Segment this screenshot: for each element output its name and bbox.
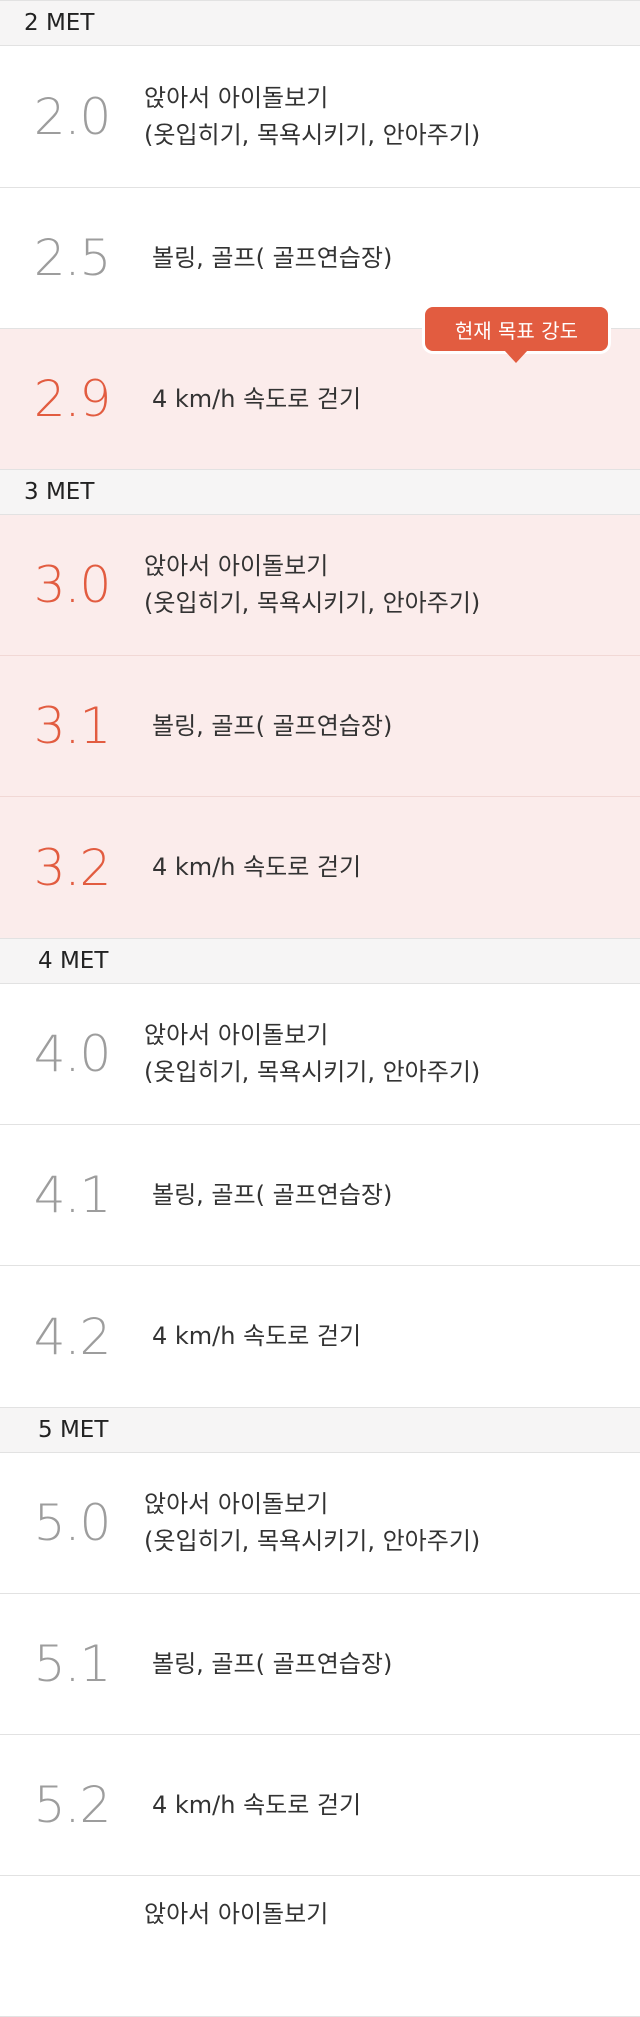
met-row[interactable]: 5.2 4 km/h 속도로 걷기 — [0, 1735, 640, 1876]
activity-description: 4 km/h 속도로 걷기 — [144, 849, 361, 886]
met-row[interactable]: 3.1 볼링, 골프( 골프연습장) — [0, 656, 640, 797]
section-header-label: 4 MET — [38, 948, 109, 974]
met-row-current-target[interactable]: 현재 목표 강도 2.9 4 km/h 속도로 걷기 — [0, 307, 640, 469]
activity-line: 볼링, 골프( 골프연습장) — [152, 243, 393, 272]
activity-description: 앉아서 아이돌보기 (옷입히기, 목욕시키기, 안아주기) — [144, 1486, 480, 1560]
met-value: 5.1 — [33, 1635, 112, 1693]
activity-line: 볼링, 골프( 골프연습장) — [152, 711, 393, 740]
section-header-2-met: 2 MET — [0, 0, 640, 46]
met-value: 4.1 — [33, 1166, 112, 1224]
activity-description: 볼링, 골프( 골프연습장) — [144, 708, 392, 745]
activity-description: 앉아서 아이돌보기 (옷입히기, 목욕시키기, 안아주기) — [144, 80, 480, 154]
activity-line: (옷입히기, 목욕시키기, 안아주기) — [144, 589, 481, 617]
met-row[interactable]: 5.0 앉아서 아이돌보기 (옷입히기, 목욕시키기, 안아주기) — [0, 1453, 640, 1594]
activity-description: 볼링, 골프( 골프연습장) — [144, 1646, 392, 1683]
met-row[interactable]: 3.0 앉아서 아이돌보기 (옷입히기, 목욕시키기, 안아주기) — [0, 515, 640, 656]
activity-line: (옷입히기, 목욕시키기, 안아주기) — [144, 120, 481, 149]
section-header-5-met: 5 MET — [0, 1407, 640, 1453]
activity-line: (옷입히기, 목욕시키기, 안아주기) — [144, 1058, 481, 1086]
activity-line: 앉아서 아이돌보기 — [144, 1490, 329, 1518]
met-row[interactable]: 4.1 볼링, 골프( 골프연습장) — [0, 1125, 640, 1266]
activity-description: 앉아서 아이돌보기 — [144, 1876, 328, 1933]
met-row[interactable]: 5.1 볼링, 골프( 골프연습장) — [0, 1594, 640, 1735]
activity-line: 앉아서 아이돌보기 — [144, 83, 329, 112]
section-header-label: 5 MET — [38, 1417, 109, 1443]
activity-line: 앉아서 아이돌보기 — [144, 1900, 329, 1928]
activity-line: 앉아서 아이돌보기 — [144, 1021, 329, 1049]
section-header-4-met: 4 MET — [0, 938, 640, 984]
met-row[interactable]: 2.5 볼링, 골프( 골프연습장) — [0, 188, 640, 329]
met-value: 4.0 — [33, 1025, 112, 1083]
met-value: 4.2 — [33, 1307, 112, 1366]
tooltip-tail — [504, 350, 529, 363]
section-header-label: 3 MET — [24, 479, 95, 505]
met-row[interactable]: 4.2 4 km/h 속도로 걷기 — [0, 1266, 640, 1407]
activity-description: 앉아서 아이돌보기 (옷입히기, 목욕시키기, 안아주기) — [144, 1017, 480, 1091]
current-target-tooltip: 현재 목표 강도 — [424, 307, 608, 363]
activity-line: 4 km/h 속도로 걷기 — [152, 1322, 362, 1350]
activity-line: 볼링, 골프( 골프연습장) — [152, 1649, 393, 1678]
met-row[interactable]: 4.0 앉아서 아이돌보기 (옷입히기, 목욕시키기, 안아주기) — [0, 984, 640, 1125]
activity-line: 볼링, 골프( 골프연습장) — [152, 1180, 393, 1209]
activity-description: 앉아서 아이돌보기 (옷입히기, 목욕시키기, 안아주기) — [144, 548, 480, 622]
met-value: 5.2 — [33, 1776, 112, 1834]
met-row[interactable]: 3.2 4 km/h 속도로 걷기 — [0, 797, 640, 938]
met-value: 2.5 — [33, 229, 112, 287]
met-value: 5.0 — [33, 1494, 112, 1552]
met-value: 2.0 — [33, 87, 112, 146]
activity-line: 4 km/h 속도로 걷기 — [152, 1790, 362, 1819]
met-value: 3.2 — [33, 838, 112, 897]
activity-description: 4 km/h 속도로 걷기 — [144, 1318, 361, 1355]
met-value: 3.1 — [33, 697, 112, 755]
met-row[interactable]: 2.0 앉아서 아이돌보기 (옷입히기, 목욕시키기, 안아주기) — [0, 46, 640, 188]
activity-line: (옷입히기, 목욕시키기, 안아주기) — [144, 1527, 481, 1555]
met-row-partial[interactable]: 앉아서 아이돌보기 — [0, 1876, 640, 2017]
met-value: 3.0 — [33, 556, 112, 614]
activity-line: 앉아서 아이돌보기 — [144, 552, 329, 580]
tooltip-label: 현재 목표 강도 — [454, 318, 578, 343]
met-value: 2.9 — [33, 370, 112, 428]
activity-description: 볼링, 골프( 골프연습장) — [144, 1177, 392, 1214]
activity-line: 4 km/h 속도로 걷기 — [152, 384, 362, 413]
activity-description: 볼링, 골프( 골프연습장) — [144, 240, 392, 277]
section-header-3-met: 3 MET — [0, 469, 640, 515]
section-header-label: 2 MET — [24, 10, 95, 36]
activity-description: 4 km/h 속도로 걷기 — [144, 1787, 361, 1824]
activity-line: 4 km/h 속도로 걷기 — [152, 853, 362, 881]
activity-description: 4 km/h 속도로 걷기 — [144, 381, 361, 418]
